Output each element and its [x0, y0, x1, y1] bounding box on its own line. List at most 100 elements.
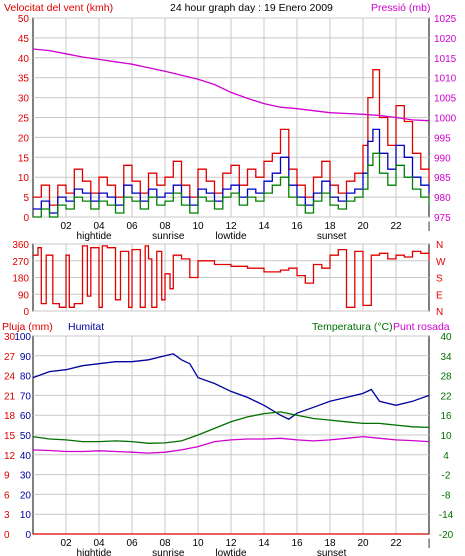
x-tick-label: 16: [291, 538, 303, 549]
pressure-tick-label: 1005: [434, 94, 457, 105]
temperature-tick-label: 4: [443, 451, 449, 462]
temperature-tick-label: 10: [440, 431, 452, 442]
wind-tick-label: 40: [18, 54, 30, 65]
x-tick-label: 14: [258, 221, 270, 232]
series-gust: [33, 69, 430, 206]
humidity-tick-label: 100: [14, 332, 31, 343]
x-end-tick: |: [428, 221, 431, 232]
x-tick-label: 22: [390, 221, 402, 232]
wind-tick-label: 5: [23, 193, 29, 204]
x-event-label: hightide: [77, 548, 112, 556]
rain-tick-label: 3: [4, 510, 10, 521]
x-tick-label: 08: [159, 221, 171, 232]
series-layer: [32, 48, 430, 535]
direction-tick-label: 270: [12, 257, 29, 268]
temperature-label: Temperatura (°C): [312, 321, 393, 333]
x-tick-label: 12: [225, 538, 237, 549]
direction-tick-label: 180: [12, 274, 29, 285]
x-tick-label: 18: [324, 538, 336, 549]
pressure-tick-label: 1020: [434, 34, 457, 45]
pressure-tick-label: 1010: [434, 74, 457, 85]
series-dewpoint: [32, 435, 430, 454]
x-tick-label: 06: [126, 221, 138, 232]
dewpoint-label: Punt rosada: [393, 321, 450, 333]
wind-tick-label: 30: [18, 94, 30, 105]
humidity-tick-label: 10: [20, 510, 32, 521]
humidity-tick-label: 0: [25, 530, 31, 541]
humidity-tick-label: 80: [20, 372, 32, 383]
humidity-tick-label: 90: [20, 352, 32, 363]
pressure-tick-label: 1025: [434, 14, 457, 25]
temperature-tick-label: 22: [440, 391, 452, 402]
wind-axis-label: Velocitat del vent (kmh): [4, 2, 113, 14]
compass-tick-label: S: [436, 274, 443, 285]
rain-tick-label: 9: [4, 471, 10, 482]
wind-tick-label: 25: [18, 114, 30, 125]
series-wind_avg: [33, 128, 430, 214]
x-tick-label: 04: [93, 538, 105, 549]
pressure-tick-label: 980: [434, 193, 451, 204]
x-tick-label: 14: [258, 538, 270, 549]
x-event-label: hightide: [77, 231, 112, 242]
wind-tick-label: 45: [18, 34, 30, 45]
x-tick-label: 04: [93, 221, 105, 232]
rain-tick-label: 21: [4, 391, 16, 402]
wind-tick-label: 35: [18, 74, 30, 85]
temperature-tick-label: -8: [442, 490, 451, 501]
x-tick-label: 18: [324, 221, 336, 232]
humidity-tick-label: 70: [20, 391, 32, 402]
series-pressure: [32, 48, 430, 122]
wind-tick-label: 0: [23, 213, 29, 224]
series-direction: [33, 245, 430, 308]
x-tick-label: 20: [357, 538, 369, 549]
temperature-tick-label: 34: [440, 352, 452, 363]
rain-tick-label: 6: [4, 490, 10, 501]
humidity-tick-label: 30: [20, 471, 32, 482]
wind-tick-label: 10: [18, 173, 30, 184]
temperature-tick-label: -2: [442, 471, 451, 482]
x-event-label: lowtide: [215, 231, 247, 242]
x-event-label: sunset: [317, 548, 347, 556]
rain-tick-label: 0: [4, 530, 10, 541]
pressure-tick-label: 975: [434, 213, 451, 224]
pressure-axis-label: Pressió (mb): [371, 2, 431, 14]
rain-tick-label: 30: [4, 332, 16, 343]
humidity-tick-label: 40: [20, 451, 32, 462]
x-end-tick: |: [428, 538, 431, 549]
rain-tick-label: 12: [4, 451, 16, 462]
x-event-label: lowtide: [215, 548, 247, 556]
x-tick-label: 10: [192, 221, 204, 232]
compass-tick-label: N: [436, 240, 443, 251]
temperature-tick-label: 40: [440, 332, 452, 343]
direction-tick-label: 0: [23, 307, 29, 318]
humidity-label: Humitat: [68, 321, 104, 333]
direction-tick-label: 90: [18, 290, 30, 301]
humidity-tick-label: 50: [20, 431, 32, 442]
x-event-label: sunset: [317, 231, 347, 242]
x-tick-label: 08: [159, 538, 171, 549]
temperature-tick-label: -14: [439, 510, 454, 521]
rain-tick-label: 24: [4, 372, 16, 383]
humidity-tick-label: 60: [20, 411, 32, 422]
compass-tick-label: E: [436, 290, 443, 301]
rain-tick-label: 18: [4, 411, 16, 422]
series-humidity: [32, 353, 430, 420]
wind-tick-label: 15: [18, 153, 30, 164]
x-tick-label: 10: [192, 538, 204, 549]
rain-tick-label: 15: [4, 431, 16, 442]
temperature-tick-label: 28: [440, 372, 452, 383]
x-tick-label: 02: [60, 221, 72, 232]
pressure-tick-label: 1015: [434, 54, 457, 65]
wind-tick-label: 50: [18, 14, 30, 25]
x-tick-label: 16: [291, 221, 303, 232]
pressure-tick-label: 990: [434, 153, 451, 164]
x-tick-label: 06: [126, 538, 138, 549]
x-tick-label: 12: [225, 221, 237, 232]
series-temperature: [32, 411, 430, 444]
rain-axis-label: Pluja (mm): [2, 321, 53, 333]
direction-tick-label: 360: [12, 240, 29, 251]
wind-tick-label: 20: [18, 133, 30, 144]
humidity-tick-label: 20: [20, 490, 32, 501]
